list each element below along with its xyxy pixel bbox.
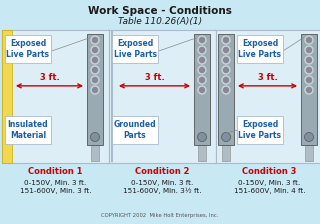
Bar	[91, 145, 99, 161]
Bar	[216, 30, 320, 163]
Circle shape	[199, 37, 204, 43]
Circle shape	[199, 88, 204, 93]
Circle shape	[92, 67, 98, 73]
Bar	[109, 30, 216, 163]
Circle shape	[91, 36, 99, 44]
Text: Condition 3: Condition 3	[242, 167, 297, 176]
FancyBboxPatch shape	[112, 35, 158, 63]
Circle shape	[221, 133, 230, 142]
Circle shape	[307, 47, 311, 52]
Text: Exposed
Live Parts: Exposed Live Parts	[6, 39, 50, 59]
FancyBboxPatch shape	[112, 116, 158, 144]
Circle shape	[305, 76, 313, 84]
Bar	[198, 145, 206, 161]
Circle shape	[91, 46, 99, 54]
Text: 0-150V, Min. 3 ft.: 0-150V, Min. 3 ft.	[132, 180, 194, 186]
Circle shape	[223, 67, 228, 73]
Text: Insulated
Material: Insulated Material	[8, 120, 48, 140]
Bar	[305, 145, 313, 161]
Circle shape	[91, 66, 99, 74]
FancyBboxPatch shape	[237, 35, 283, 63]
Circle shape	[199, 67, 204, 73]
Circle shape	[307, 78, 311, 82]
Circle shape	[198, 56, 206, 64]
Text: COPYRIGHT 2002  Mike Holt Enterprises, Inc.: COPYRIGHT 2002 Mike Holt Enterprises, In…	[101, 213, 219, 218]
Text: Table 110.26(A)(1): Table 110.26(A)(1)	[118, 17, 202, 26]
Circle shape	[91, 76, 99, 84]
Bar	[194, 34, 210, 145]
Bar	[87, 34, 103, 145]
Circle shape	[223, 58, 228, 62]
Text: 0-150V, Min. 3 ft.: 0-150V, Min. 3 ft.	[238, 180, 300, 186]
Circle shape	[307, 58, 311, 62]
Text: Grounded
Parts: Grounded Parts	[114, 120, 156, 140]
Text: Condition 1: Condition 1	[28, 167, 83, 176]
Circle shape	[305, 36, 313, 44]
Circle shape	[91, 56, 99, 64]
Circle shape	[198, 66, 206, 74]
Circle shape	[223, 78, 228, 82]
Circle shape	[199, 58, 204, 62]
Bar	[2, 30, 109, 163]
Circle shape	[197, 133, 206, 142]
Text: 0-150V, Min. 3 ft.: 0-150V, Min. 3 ft.	[24, 180, 87, 186]
Text: Work Space - Conditions: Work Space - Conditions	[88, 6, 232, 16]
Circle shape	[92, 78, 98, 82]
Circle shape	[222, 56, 230, 64]
Text: 151-600V, Min. 4 ft.: 151-600V, Min. 4 ft.	[234, 188, 305, 194]
Circle shape	[91, 133, 100, 142]
Circle shape	[222, 66, 230, 74]
Bar	[218, 34, 234, 145]
Text: 151-600V, Min. 3 ft.: 151-600V, Min. 3 ft.	[20, 188, 91, 194]
Circle shape	[92, 47, 98, 52]
Text: Exposed
Live Parts: Exposed Live Parts	[114, 39, 156, 59]
Circle shape	[92, 88, 98, 93]
FancyBboxPatch shape	[5, 35, 51, 63]
Text: 3 ft.: 3 ft.	[145, 73, 164, 82]
Circle shape	[307, 37, 311, 43]
Circle shape	[198, 36, 206, 44]
Bar	[301, 34, 317, 145]
Text: 151-600V, Min. 3½ ft.: 151-600V, Min. 3½ ft.	[123, 188, 202, 194]
Circle shape	[222, 36, 230, 44]
Circle shape	[305, 46, 313, 54]
Circle shape	[91, 86, 99, 94]
Bar	[2, 30, 12, 163]
Circle shape	[305, 56, 313, 64]
Circle shape	[198, 76, 206, 84]
Circle shape	[199, 47, 204, 52]
Text: Exposed
Live Parts: Exposed Live Parts	[238, 39, 282, 59]
Circle shape	[222, 76, 230, 84]
FancyBboxPatch shape	[5, 116, 51, 144]
Text: Condition 2: Condition 2	[135, 167, 190, 176]
Circle shape	[198, 46, 206, 54]
Text: 3 ft.: 3 ft.	[258, 73, 277, 82]
Circle shape	[198, 86, 206, 94]
Circle shape	[223, 47, 228, 52]
Bar	[222, 145, 230, 161]
Circle shape	[92, 58, 98, 62]
Circle shape	[222, 46, 230, 54]
Circle shape	[222, 86, 230, 94]
Circle shape	[223, 88, 228, 93]
Circle shape	[92, 37, 98, 43]
Circle shape	[307, 88, 311, 93]
Circle shape	[305, 133, 314, 142]
Circle shape	[305, 66, 313, 74]
Text: Exposed
Live Parts: Exposed Live Parts	[238, 120, 282, 140]
Circle shape	[199, 78, 204, 82]
Circle shape	[305, 86, 313, 94]
Circle shape	[307, 67, 311, 73]
Circle shape	[223, 37, 228, 43]
Text: 3 ft.: 3 ft.	[40, 73, 60, 82]
FancyBboxPatch shape	[237, 116, 283, 144]
